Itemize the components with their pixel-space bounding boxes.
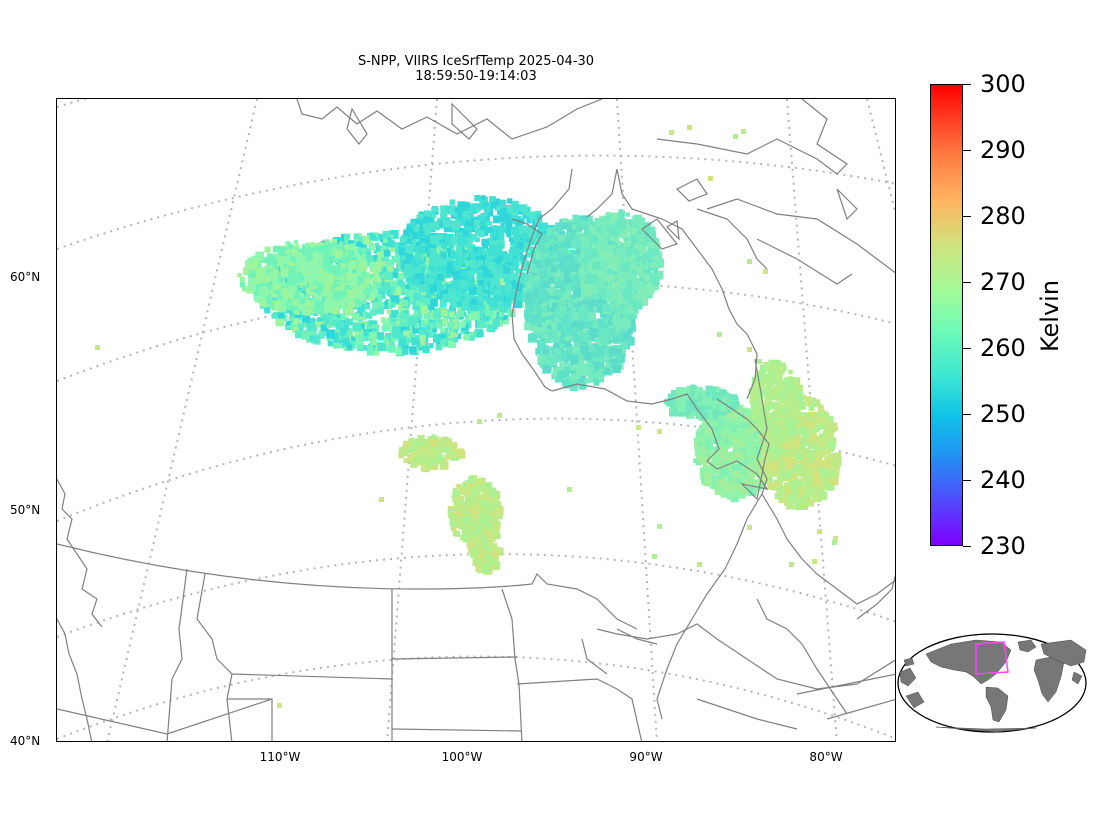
state-border <box>581 638 608 675</box>
colorbar-tick-label: 290 <box>980 136 1026 164</box>
island-outline <box>675 178 708 202</box>
globe-land <box>899 639 1087 733</box>
south-america-shape <box>985 686 1009 723</box>
map-panel <box>56 98 896 742</box>
hudson-bay-west-coast <box>511 168 573 392</box>
pacific-coastline <box>57 478 103 628</box>
greenland-shape <box>1017 639 1037 653</box>
colorbar <box>930 84 963 546</box>
hudson-bay-coastline <box>511 218 543 275</box>
state-border <box>166 568 188 741</box>
eurasia-shape <box>1040 639 1087 667</box>
region-extent-box <box>975 641 1009 675</box>
colorbar-tick <box>963 545 971 547</box>
latitude-label: 50°N <box>10 503 41 517</box>
longitude-label: 110°W <box>259 750 301 764</box>
latitude-label: 60°N <box>10 270 41 284</box>
colorbar-tick <box>963 149 971 151</box>
map-canvas <box>57 99 895 741</box>
state-border <box>391 728 523 732</box>
ungava-coastline <box>616 168 758 400</box>
colorbar-tick <box>963 479 971 481</box>
australia-shape <box>905 691 925 709</box>
colorbar-tick <box>963 215 971 217</box>
longitude-line <box>386 99 438 741</box>
globe-inset-map <box>897 633 1087 733</box>
great-lakes-coastline <box>656 493 763 720</box>
hudson-bay-south-coast <box>551 383 770 501</box>
state-border <box>796 673 895 695</box>
atlantic-coastline <box>754 358 895 605</box>
state-border <box>616 628 658 645</box>
longitude-label: 80°W <box>809 750 843 764</box>
coastline <box>756 598 848 715</box>
antarctica-shape <box>935 726 1037 733</box>
quebec-coastline <box>586 168 618 218</box>
us-canada-border <box>57 543 638 630</box>
colorbar-tick-label: 260 <box>980 334 1026 362</box>
latitude-line <box>57 553 895 638</box>
longitude-line <box>106 99 258 741</box>
great-lakes-coastline <box>596 623 895 690</box>
latitude-line <box>57 154 895 250</box>
island-shape <box>1071 671 1083 685</box>
longitude-label: 90°W <box>629 750 663 764</box>
pacific-coastline <box>57 618 93 741</box>
island-outline <box>346 107 368 145</box>
colorbar-tick <box>963 83 971 85</box>
island-outline <box>836 188 858 221</box>
asia-west-shape <box>899 667 917 687</box>
latitude-line <box>57 655 895 740</box>
coastline <box>856 574 895 620</box>
latitude-line <box>57 99 895 108</box>
colorbar-tick-label: 240 <box>980 466 1026 494</box>
colorbar-tick-label: 300 <box>980 70 1026 98</box>
colorbar-tick <box>963 281 971 283</box>
arctic-coastline <box>296 99 603 140</box>
state-border <box>57 698 273 741</box>
title-line-2: 18:59:50-19:14:03 <box>415 69 537 84</box>
state-border <box>231 673 393 680</box>
state-border <box>391 656 518 660</box>
baffin-coastline <box>656 99 848 175</box>
longitude-line <box>616 99 658 741</box>
latitude-label: 40°N <box>10 734 41 748</box>
colorbar-tick-label: 270 <box>980 268 1026 296</box>
title-line-1: S-NPP, VIIRS IceSrfTemp 2025-04-30 <box>357 54 595 69</box>
island-outline <box>756 238 853 285</box>
colorbar-tick-label: 250 <box>980 400 1026 428</box>
island-outline <box>641 218 679 250</box>
coastlines <box>57 99 895 741</box>
state-border <box>696 698 798 730</box>
longitude-line <box>866 99 895 216</box>
colorbar-title: Kelvin <box>1036 279 1064 353</box>
colorbar-tick <box>963 347 971 349</box>
longitude-label: 100°W <box>441 750 483 764</box>
island-outline <box>451 102 478 140</box>
state-border <box>501 588 523 741</box>
island-outline <box>666 220 680 241</box>
colorbar-tick-label: 280 <box>980 202 1026 230</box>
labrador-coastline <box>696 208 768 270</box>
state-border <box>516 678 643 741</box>
map-title: S-NPP, VIIRS IceSrfTemp 2025-04-30 18:59… <box>56 54 896 84</box>
baffin-south-coastline <box>706 198 895 274</box>
colorbar-tick-label: 230 <box>980 532 1026 560</box>
colorbar-tick <box>963 413 971 415</box>
ice-surface-temperature-data <box>95 125 842 708</box>
island-shape <box>903 657 915 667</box>
state-border <box>196 573 233 741</box>
state-border <box>826 698 895 720</box>
